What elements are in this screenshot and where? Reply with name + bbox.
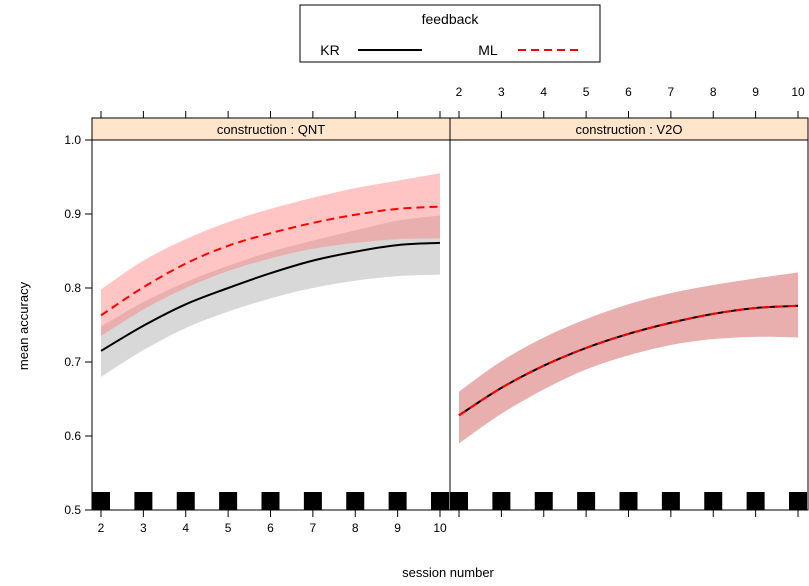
confidence-band-kr [101,215,440,377]
plot-area [92,173,449,510]
rug-mark [92,492,110,510]
x-tick-label-bottom: 6 [267,521,274,535]
rug-mark [534,492,553,510]
line-kr [100,241,441,352]
strip-label: construction : QNT [217,122,325,137]
axes: 2 2 3 3 4 4 5 5 6 6 7 7 8 8 9 9 10 10 0.5 0.6 0.7 0.8 0.9 1.0 [64,85,805,535]
x-tick-label-top: 4 [540,85,547,99]
x-tick-label-bottom: 4 [182,521,189,535]
y-tick-label: 0.5 [64,503,81,517]
x-tick-label-top: 10 [791,85,805,99]
rug-mark [303,492,322,510]
x-tick-label-top: 7 [668,85,675,99]
rug-mark [346,492,365,510]
strip-label: construction : V2O [576,122,683,137]
rug-mark [134,492,153,510]
rug-mark [619,492,638,510]
panel-v2o: construction : V2O [449,117,809,511]
x-tick-label-top: 2 [456,85,463,99]
x-axis-title: session number [402,565,494,580]
confidence-band-kr [459,272,798,444]
x-tick-label-top: 6 [625,85,632,99]
plot-area [450,272,807,510]
y-axis-title: mean accuracy [16,281,31,370]
x-tick-label-bottom: 8 [352,521,359,535]
legend-label-kr: KR [320,42,339,58]
rug-mark [450,492,468,510]
x-tick-label-bottom: 2 [98,521,105,535]
rug-mark [219,492,238,510]
y-tick-label: 0.8 [64,281,81,295]
rug-mark [176,492,195,510]
legend-title: feedback [422,11,480,27]
rug-mark [789,492,807,510]
x-tick-label-bottom: 9 [394,521,401,535]
legend-label-ml: ML [478,42,498,58]
y-tick-label: 0.6 [64,429,81,443]
rug-mark [261,492,280,510]
line-ml [100,205,441,317]
x-tick-label-top: 5 [583,85,590,99]
rug-mark [661,492,680,510]
confidence-band-ml [459,272,798,444]
x-tick-label-top: 9 [752,85,759,99]
rug-mark [746,492,765,510]
y-tick-label: 0.7 [64,355,81,369]
x-tick-label-bottom: 7 [310,521,317,535]
x-tick-label-bottom: 5 [225,521,232,535]
y-tick-label: 1.0 [64,133,81,147]
rug-mark [577,492,596,510]
rug-mark [492,492,511,510]
legend-box [299,4,601,63]
line-ml [458,304,799,417]
panel-qnt: construction : QNT [91,117,451,511]
y-tick-label: 0.9 [64,207,81,221]
x-tick-label-bottom: 3 [140,521,147,535]
legend: feedback KR ML [299,4,601,63]
rug-mark [388,492,407,510]
x-tick-label-top: 3 [498,85,505,99]
x-tick-label-top: 8 [710,85,717,99]
rug-mark [431,492,449,510]
rug-mark [704,492,723,510]
x-tick-label-bottom: 10 [433,521,447,535]
